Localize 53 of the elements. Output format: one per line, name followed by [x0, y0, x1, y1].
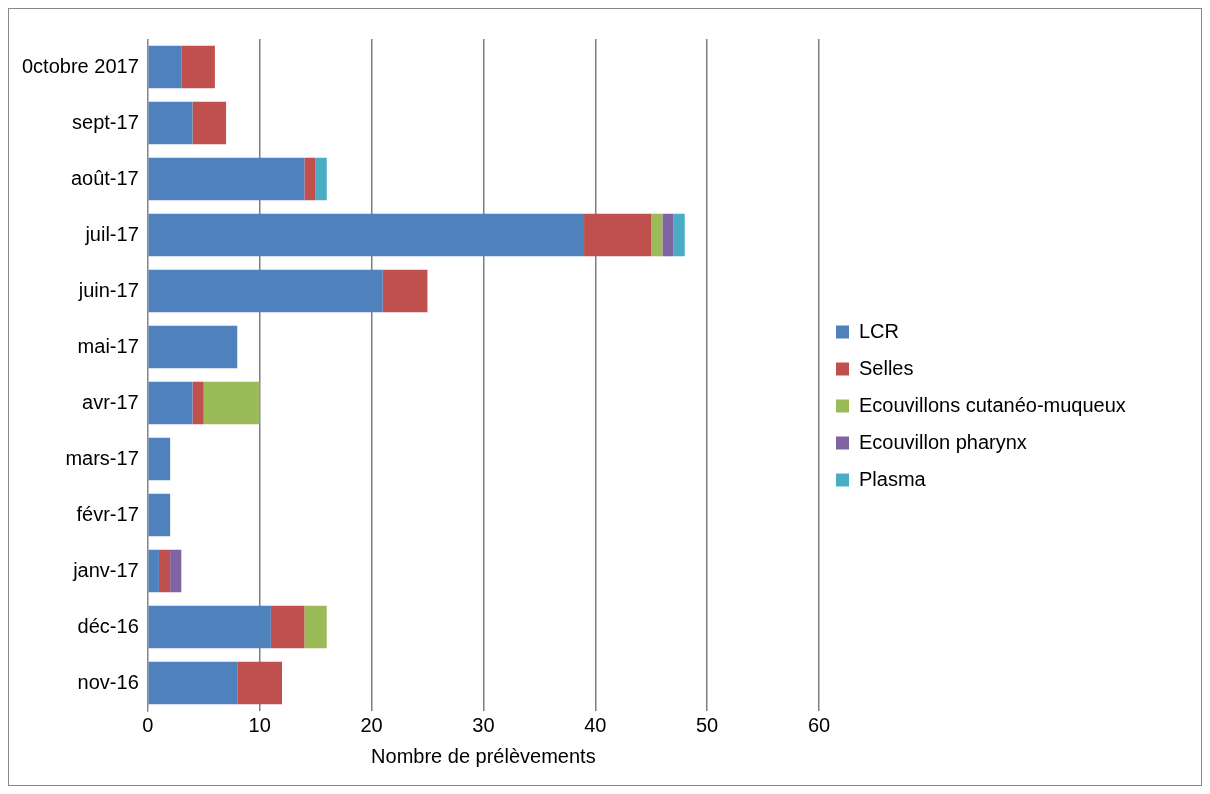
x-tick-label: 50: [696, 713, 719, 736]
legend-label: Selles: [859, 356, 914, 379]
y-tick-label: 0ctobre 2017: [21, 54, 139, 77]
bar: [192, 381, 204, 425]
bar: [148, 213, 585, 257]
y-tick-label: nov-16: [77, 670, 139, 693]
x-tick-label: 0: [142, 713, 154, 736]
bar: [662, 213, 674, 257]
bar: [148, 605, 271, 649]
y-tick-label: sept-17: [72, 110, 139, 133]
y-tick-label: avr-17: [82, 390, 139, 413]
y-tick-label: mai-17: [77, 334, 139, 357]
bar: [237, 661, 283, 705]
y-tick-label: févr-17: [76, 502, 139, 525]
bar: [148, 269, 383, 313]
bar: [203, 381, 260, 425]
bar: [158, 549, 171, 593]
bar: [181, 45, 215, 89]
bar: [315, 157, 327, 201]
y-tick-label: janv-17: [72, 558, 139, 581]
y-tick-label: août-17: [70, 166, 139, 189]
x-axis-title: Nombre de prélèvements: [371, 744, 596, 767]
x-tick-label: 40: [584, 713, 607, 736]
y-tick-label: mars-17: [65, 446, 139, 469]
y-tick-label: déc-16: [77, 614, 139, 637]
bar: [673, 213, 685, 257]
bar: [304, 157, 316, 201]
bar: [148, 381, 193, 425]
bar: [192, 101, 227, 145]
x-tick-label: 20: [360, 713, 383, 736]
bar: [148, 325, 238, 369]
y-tick-label: juil-17: [84, 222, 139, 245]
bar: [584, 213, 652, 257]
bar: [148, 661, 238, 705]
bar: [148, 157, 305, 201]
bar: [382, 269, 428, 313]
legend-label: Ecouvillon pharynx: [859, 430, 1027, 453]
bar: [651, 213, 663, 257]
bar: [148, 437, 171, 481]
bar: [270, 605, 305, 649]
bar: [148, 101, 193, 145]
bar: [148, 45, 182, 89]
bar: [148, 549, 159, 593]
x-tick-label: 60: [807, 713, 831, 736]
x-tick-label: 30: [472, 713, 495, 736]
bar: [148, 493, 171, 537]
bar: [304, 605, 327, 649]
legend-label: Ecouvillons cutanéo-muqueux: [859, 393, 1126, 416]
y-tick-label: juin-17: [77, 278, 139, 301]
bar: [170, 549, 182, 593]
legend-label: Plasma: [859, 467, 927, 490]
x-tick-label: 10: [248, 713, 271, 736]
legend-label: LCR: [859, 319, 900, 342]
